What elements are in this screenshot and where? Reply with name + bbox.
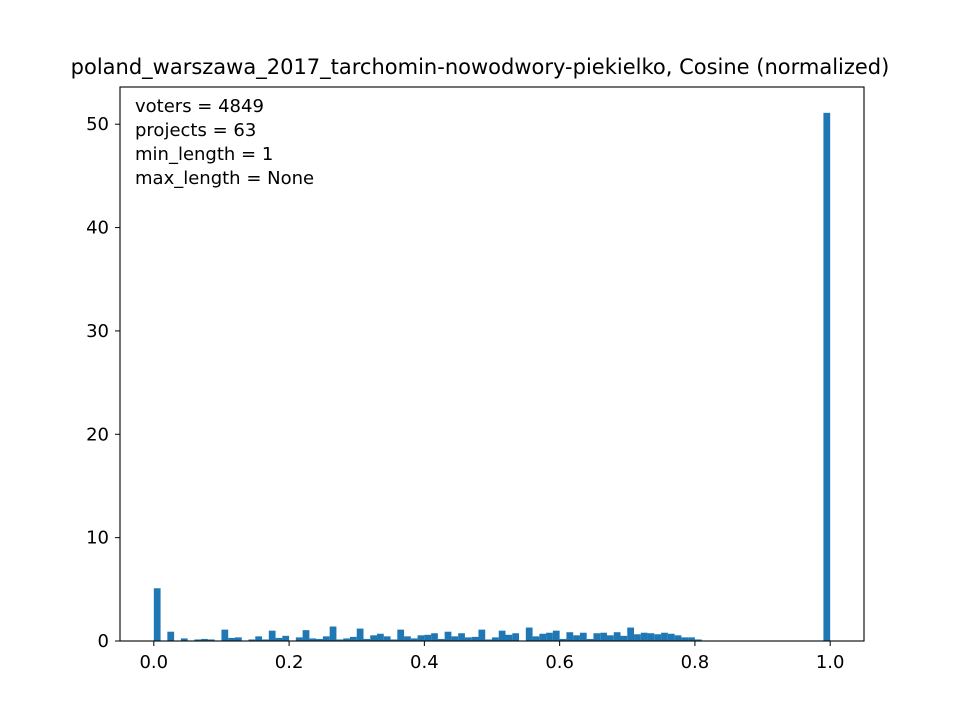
annotation-line-3: max_length = None	[135, 168, 314, 189]
histogram-bar-14	[282, 635, 290, 641]
axes-group: 0.0 0.2 0.4 0.6 0.8 1.0 0 10 20 30 40 50	[86, 86, 865, 673]
bars-group	[153, 112, 831, 642]
histogram-bar-1	[167, 631, 175, 641]
x-tick-label-1: 0.2	[275, 652, 304, 673]
histogram-bar-49	[532, 636, 540, 641]
y-tick-label-4: 40	[86, 218, 109, 239]
histogram-bar-23	[349, 636, 357, 641]
histogram-bar-4	[201, 638, 208, 641]
y-tick-label-2: 20	[86, 424, 109, 445]
histogram-bar-48	[525, 627, 533, 641]
y-tick-label-3: 30	[86, 321, 109, 342]
histogram-bar-22	[343, 638, 350, 641]
annotation-line-2: min_length = 1	[135, 144, 273, 165]
histogram-bar-45	[498, 630, 506, 641]
histogram-bar-40	[464, 637, 472, 641]
histogram-bar-52	[552, 630, 560, 641]
histogram-bar-0	[153, 588, 161, 641]
y-tick-label-1: 10	[86, 528, 109, 549]
x-tick-label-4: 0.8	[681, 652, 710, 673]
histogram-bar-43	[485, 639, 492, 641]
histogram-bar-18	[316, 638, 323, 641]
chart-title: poland_warszawa_2017_tarchomin-nowodwory…	[71, 55, 890, 80]
histogram-bar-30	[397, 629, 405, 641]
histogram-bar-63	[627, 627, 635, 641]
histogram-bar-39	[458, 633, 465, 641]
histogram-bar-28	[383, 636, 391, 641]
plot-frame	[119, 86, 865, 642]
histogram-bar-47	[512, 633, 520, 641]
x-tick-label-3: 0.6	[545, 652, 574, 673]
histogram-bar-8	[234, 637, 242, 641]
histogram-bar-67	[654, 634, 662, 641]
histogram-bar-69	[667, 633, 675, 641]
histogram-bar-37	[444, 631, 452, 641]
histogram-bar-11	[262, 639, 269, 641]
x-tick-label-2: 0.4	[410, 652, 439, 673]
annotation-line-1: projects = 63	[135, 120, 256, 141]
histogram-bar-66	[647, 633, 655, 641]
histogram-bar-38	[451, 636, 459, 641]
histogram-bar-34	[424, 634, 432, 641]
annotation-line-0: voters = 4849	[135, 96, 264, 117]
histogram-bar-41	[471, 636, 479, 641]
histogram-bar-9	[248, 639, 256, 641]
histogram-bar-13	[275, 637, 283, 641]
histogram-bar-70	[674, 635, 682, 641]
x-tick-label-5: 1.0	[816, 652, 845, 673]
histogram-bar-2	[180, 638, 188, 641]
histogram-bar-27	[377, 633, 384, 641]
histogram-bar-58	[593, 633, 601, 641]
histogram-bar-73	[694, 639, 702, 641]
histogram-bar-65	[640, 632, 648, 641]
histogram-bar-17	[309, 638, 317, 641]
histogram-bar-61	[613, 632, 621, 641]
annotation-block: voters = 4849 projects = 63 min_length = 1…	[135, 96, 314, 189]
histogram-bar-44	[492, 637, 499, 641]
histogram-bar-21	[336, 639, 344, 641]
histogram-bar-7	[228, 637, 235, 641]
histogram-bar-42	[478, 629, 486, 641]
histogram-bar-64	[634, 634, 641, 641]
histogram-bar-15	[295, 637, 303, 641]
histogram-bar-55	[573, 635, 580, 641]
histogram-bar-32	[410, 638, 418, 641]
histogram-bar-57	[586, 638, 594, 641]
histogram-bar-72	[688, 637, 695, 641]
histogram-bar-24	[356, 628, 364, 641]
histogram-bar-6	[221, 629, 229, 641]
histogram-bar-36	[437, 638, 445, 641]
histogram-bar-26	[370, 635, 378, 641]
histogram-bar-51	[546, 632, 553, 641]
histogram-bar-59	[600, 632, 607, 641]
histogram-bar-25	[363, 638, 371, 641]
histogram-bar-74	[823, 112, 831, 642]
histogram-bar-10	[255, 636, 263, 641]
histogram-bar-62	[620, 635, 628, 641]
histogram-bar-60	[606, 635, 614, 641]
x-tick-label-0: 0.0	[139, 652, 168, 673]
histogram-bar-33	[417, 635, 425, 641]
histogram-bar-56	[579, 632, 587, 641]
histogram-bar-16	[302, 630, 310, 641]
y-tick-label-5: 50	[86, 114, 109, 135]
histogram-bar-71	[681, 637, 689, 641]
histogram-bar-20	[329, 626, 337, 641]
histogram-bar-50	[539, 633, 547, 641]
histogram-bar-19	[322, 636, 330, 641]
histogram-bar-29	[390, 639, 398, 641]
histogram-bar-68	[661, 632, 668, 641]
histogram-bar-35	[431, 633, 438, 641]
histogram-bar-53	[559, 638, 567, 641]
histogram-bar-31	[404, 636, 411, 641]
histogram-bar-46	[505, 634, 513, 641]
histogram-bar-3	[194, 639, 202, 641]
histogram-bar-54	[566, 632, 574, 641]
histogram-bar-5	[207, 639, 215, 641]
histogram-bar-12	[268, 630, 276, 641]
y-tick-label-0: 0	[98, 631, 109, 652]
